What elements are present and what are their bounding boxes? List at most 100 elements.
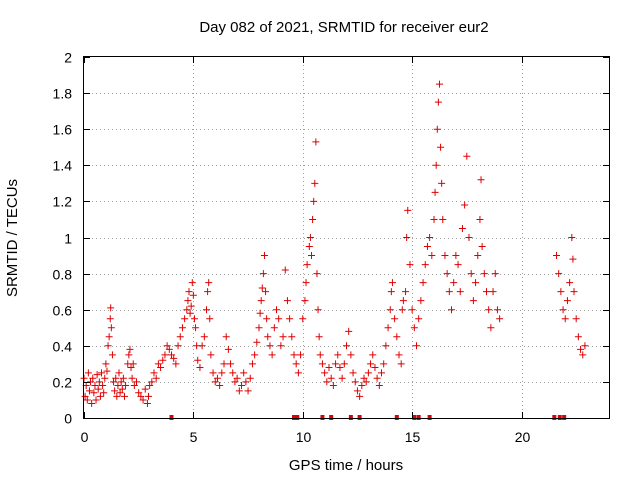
data-point: [362, 378, 370, 386]
data-point: [329, 382, 337, 390]
data-point: [437, 143, 445, 151]
data-point: [474, 252, 482, 260]
data-point: [188, 279, 196, 287]
data-point: [402, 288, 410, 296]
data-point: [122, 382, 130, 390]
data-point: [349, 369, 357, 377]
data-point: [561, 315, 569, 323]
data-point: [216, 382, 224, 390]
data-point: [125, 351, 133, 359]
data-point: [461, 201, 469, 209]
data-point: [118, 385, 126, 393]
data-point: [107, 324, 115, 332]
data-point: [452, 252, 460, 260]
data-point: [277, 342, 285, 350]
data-point: [391, 315, 399, 323]
data-point: [410, 324, 418, 332]
data-point: [104, 342, 112, 350]
data-point: [417, 297, 425, 305]
data-point: [240, 369, 248, 377]
data-point: [84, 369, 92, 377]
data-point: [114, 382, 122, 390]
data-point: [286, 315, 294, 323]
data-point: [306, 234, 314, 241]
data-point: [96, 392, 104, 400]
data-point: [224, 345, 232, 353]
data-point: [308, 252, 315, 260]
data-point: [438, 179, 446, 187]
data-point: [135, 389, 143, 397]
data-point: [568, 234, 576, 241]
data-point: [294, 369, 302, 377]
data-point: [325, 363, 333, 371]
data-point: [204, 288, 212, 296]
data-point: [126, 345, 134, 353]
data-point: [303, 261, 311, 269]
data-point: [371, 363, 379, 371]
data-point: [275, 315, 283, 323]
data-point: [476, 215, 484, 223]
data-point: [477, 176, 485, 184]
data-point: [139, 396, 147, 404]
data-point: [311, 179, 319, 187]
y-tick-label: 1.4: [53, 158, 73, 174]
data-point: [172, 360, 180, 368]
data-point: [107, 304, 115, 312]
data-point: [129, 360, 137, 368]
gap-marker: [320, 415, 325, 420]
data-point: [264, 333, 272, 341]
data-point: [185, 288, 193, 296]
data-point: [345, 327, 353, 335]
data-point: [137, 392, 145, 400]
data-point: [207, 351, 215, 359]
data-point: [439, 215, 447, 223]
data-point: [102, 360, 110, 368]
data-point: [489, 288, 497, 296]
data-point: [419, 279, 427, 287]
data-point: [242, 378, 250, 386]
x-tick-label: 20: [515, 429, 531, 445]
data-point: [163, 342, 171, 350]
data-point: [480, 270, 488, 278]
data-point: [93, 371, 101, 379]
data-point: [450, 279, 458, 287]
data-point: [378, 369, 385, 377]
data-point: [343, 342, 350, 350]
data-point: [91, 382, 99, 390]
data-point: [318, 360, 326, 368]
data-point: [445, 288, 453, 296]
data-point: [251, 351, 259, 359]
gap-marker: [169, 415, 174, 420]
data-point: [255, 324, 263, 332]
data-point: [92, 396, 100, 404]
data-point: [116, 389, 124, 397]
data-point: [227, 360, 235, 368]
data-point: [315, 333, 323, 341]
data-point: [559, 306, 567, 314]
y-tick-labels: 0 0.2 0.4 0.6 0.8 1 1.2 1.4 1.6 1.8 2: [53, 50, 73, 427]
data-point: [110, 378, 118, 386]
data-point: [301, 297, 309, 305]
grid: [84, 57, 609, 418]
data-point: [161, 351, 169, 359]
x-axis-title: GPS time / hours: [289, 457, 403, 474]
data-point: [491, 270, 499, 278]
data-point: [574, 333, 582, 341]
gap-marker: [416, 415, 421, 420]
data-point: [570, 288, 578, 296]
data-point: [174, 342, 182, 350]
data-point: [555, 270, 563, 278]
data-point: [496, 315, 504, 323]
data-point: [563, 297, 571, 305]
data-point: [112, 374, 120, 382]
data-point: [356, 392, 364, 400]
data-point: [321, 369, 329, 377]
data-point: [127, 363, 135, 371]
data-point: [332, 360, 340, 368]
data-point: [398, 306, 406, 314]
data-point: [478, 243, 486, 251]
data-point: [206, 315, 214, 323]
y-tick-label: 2: [64, 50, 72, 66]
data-point: [431, 188, 439, 196]
data-gap-markers: [169, 415, 567, 420]
